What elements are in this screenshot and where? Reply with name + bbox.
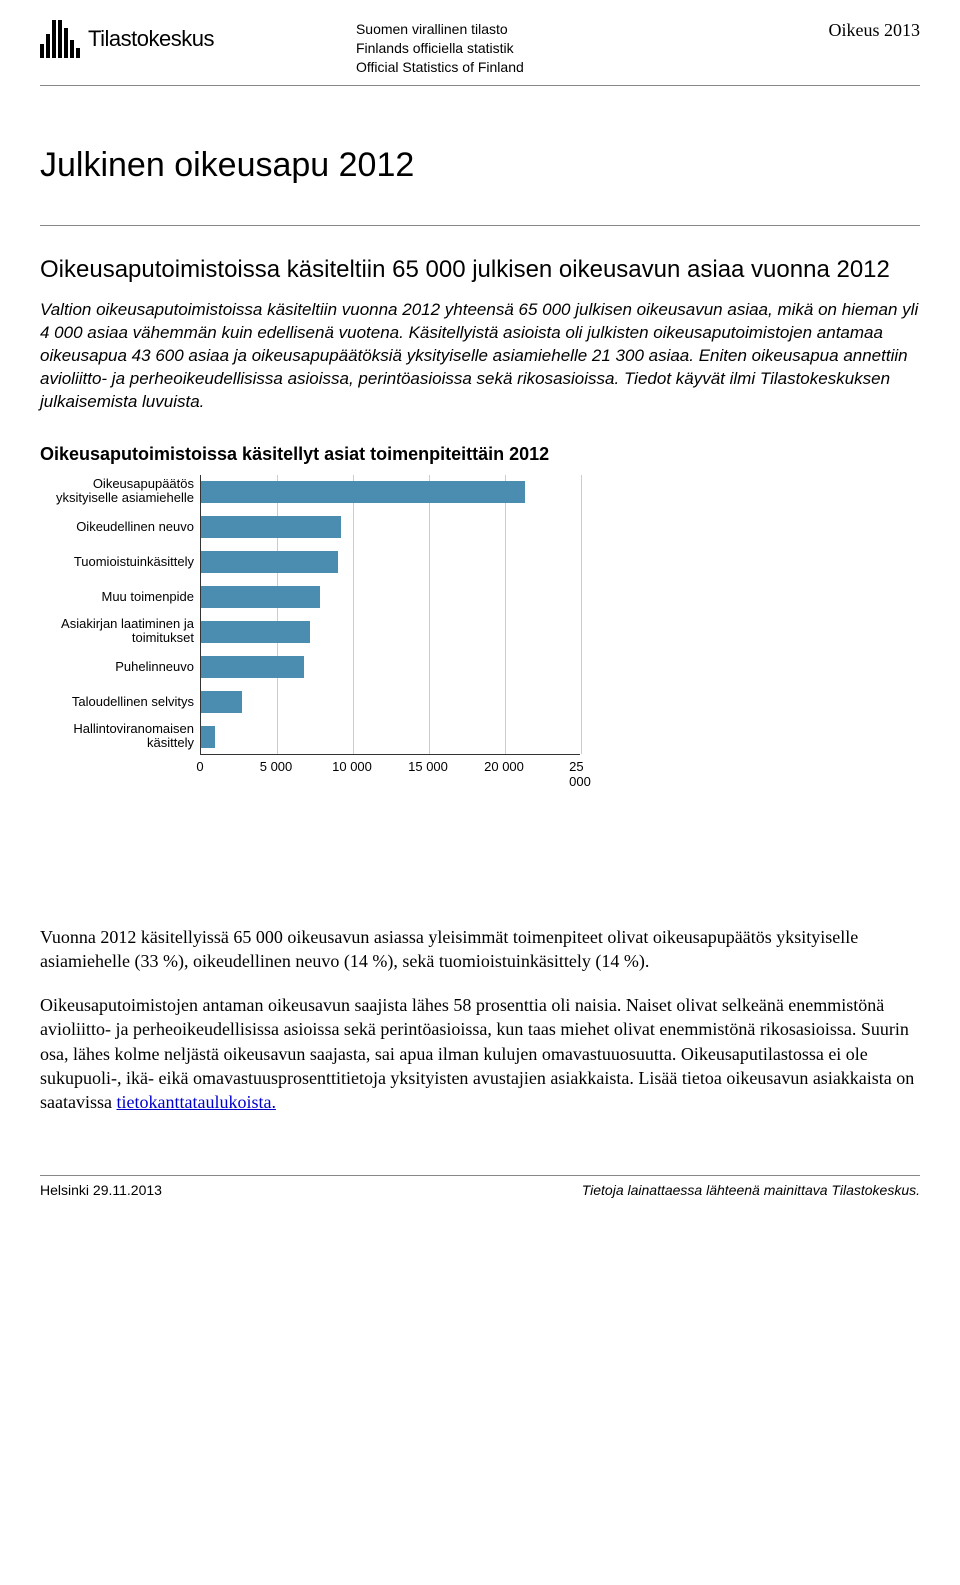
y-tick-label: Asiakirjan laatiminen ja toimitukset [40,617,194,646]
bar [201,726,215,748]
page-header: Tilastokeskus Suomen virallinen tilasto … [40,20,920,77]
bar [201,551,338,573]
bar [201,621,310,643]
lead-paragraph: Valtion oikeusaputoimistoissa käsiteltii… [40,299,920,414]
database-tables-link[interactable]: tietokanttataulukoista. [116,1092,275,1112]
x-tick-label: 5 000 [260,759,293,774]
y-axis-labels: Oikeusapupäätös yksityiselle asiamiehell… [40,475,200,755]
header-rule [40,85,920,86]
page-title: Julkinen oikeusapu 2012 [40,146,920,185]
logo-bars-icon [40,20,80,58]
y-tick-label: Tuomioistuinkäsittely [40,555,194,569]
x-tick-label: 15 000 [408,759,448,774]
gridline [581,475,582,754]
footer-attribution: Tietoja lainattaessa lähteenä mainittava… [582,1182,920,1198]
bar [201,656,304,678]
x-tick-label: 20 000 [484,759,524,774]
official-line: Finlands officiella statistik [356,39,524,58]
title-rule [40,225,920,226]
official-line: Suomen virallinen tilasto [356,20,524,39]
body-paragraph-2: Oikeusaputoimistojen antaman oikeusavun … [40,993,920,1114]
footer-date: Helsinki 29.11.2013 [40,1182,162,1198]
y-tick-label: Oikeudellinen neuvo [40,520,194,534]
official-statistics-lines: Suomen virallinen tilasto Finlands offic… [356,20,524,77]
brand-name: Tilastokeskus [88,26,214,52]
bar-chart: Oikeusapupäätös yksityiselle asiamiehell… [40,475,600,805]
gridline [505,475,506,754]
x-axis-labels: 05 00010 00015 00020 00025 000 [200,759,580,779]
x-tick-label: 0 [196,759,203,774]
bar [201,481,525,503]
page-footer: Helsinki 29.11.2013 Tietoja lainattaessa… [40,1175,920,1198]
header-left: Tilastokeskus Suomen virallinen tilasto … [40,20,524,77]
y-tick-label: Muu toimenpide [40,590,194,604]
x-tick-label: 25 000 [569,759,591,789]
gridline [429,475,430,754]
official-line: Official Statistics of Finland [356,58,524,77]
chart-container: Oikeusapupäätös yksityiselle asiamiehell… [40,475,920,805]
bar [201,516,341,538]
bar [201,691,242,713]
body-paragraph-1: Vuonna 2012 käsitellyissä 65 000 oikeusa… [40,925,920,974]
logo: Tilastokeskus [40,20,214,58]
subtitle: Oikeusaputoimistoissa käsiteltiin 65 000… [40,254,920,285]
category-year: Oikeus 2013 [829,20,921,41]
bar [201,586,320,608]
y-tick-label: Taloudellinen selvitys [40,695,194,709]
y-tick-label: Puhelinneuvo [40,660,194,674]
y-tick-label: Hallintoviranomaisen käsittely [40,722,194,751]
y-tick-label: Oikeusapupäätös yksityiselle asiamiehell… [40,477,194,506]
gridline [353,475,354,754]
chart-title: Oikeusaputoimistoissa käsitellyt asiat t… [40,444,920,465]
plot-area [200,475,580,755]
x-tick-label: 10 000 [332,759,372,774]
